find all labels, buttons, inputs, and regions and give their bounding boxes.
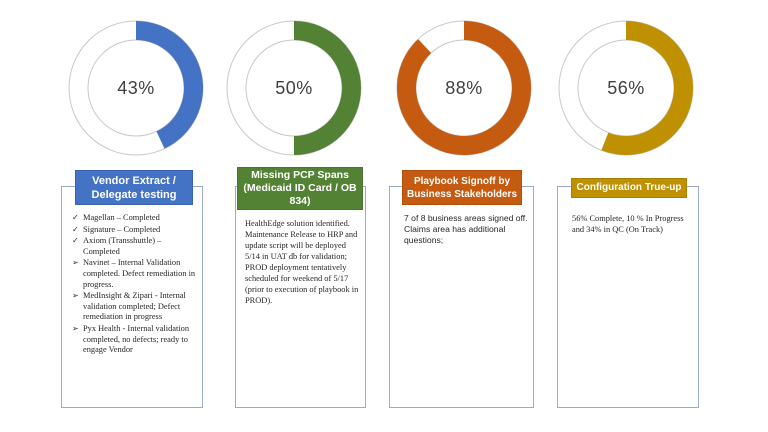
list-item: ➢ Pyx Health - Internal validation comple… [72,324,200,356]
arrow-icon: ➢ [72,323,79,333]
list-item-text: Navinet – Internal Validation completed.… [83,258,196,289]
donut-progress-arc [294,21,361,155]
donut-percent-label: 43% [117,77,155,98]
card-title: Missing PCP Spans (Medicaid ID Card / OB… [243,169,357,207]
arrow-icon: ➢ [72,258,79,268]
progress-donut-playbook: 88% [394,18,534,158]
check-icon: ✓ [72,236,79,246]
card-title: Configuration True-up [576,182,682,193]
list-item: ✓ Axiom (Transshuttle) – Completed [72,236,200,257]
card-title: Playbook Signoff by Business Stakeholder… [406,175,518,200]
card-body-text: 7 of 8 business areas signed off. Claims… [404,213,528,245]
list-item-text: Magellan – Completed [83,213,160,222]
list-item: ✓ Signature – Completed [72,225,200,236]
list-item-text: Pyx Health - Internal validation complet… [83,323,190,355]
list-item-text: Axiom (Transshuttle) – Completed [83,236,162,256]
progress-donut-pcp: 50% [224,18,364,158]
list-item: ➢ Navinet – Internal Validation completed… [72,258,200,290]
card-header-playbook-signoff: Playbook Signoff by Business Stakeholder… [402,170,522,205]
card-body-text: 56% Complete, 10 % In Progress and 34% i… [572,214,684,234]
card-title: Vendor Extract / Delegate testing [91,174,177,201]
donut-percent-label: 56% [607,77,645,98]
card-body-text: HealthEdge solution identified. Maintena… [245,219,359,305]
donut-percent-label: 50% [275,77,313,98]
donut-percent-label: 88% [445,77,483,98]
check-icon: ✓ [72,213,79,222]
card-configuration-true-up [557,186,699,408]
card-header-configuration-true-up: Configuration True-up [571,178,687,198]
check-icon: ✓ [72,224,79,234]
list-item-text: Signature – Completed [83,224,161,234]
vendor-status-list: ✓ Magellan – Completed ✓ Signature – Compl… [72,213,200,357]
progress-donut-vendor: 43% [66,18,206,158]
list-item: ➢ MedInsight & Zipari - Internal validat… [72,291,200,323]
card-vendor-extract [61,186,203,408]
list-item-text: MedInsight & Zipari - Internal validatio… [83,291,186,322]
card-header-missing-pcp-spans: Missing PCP Spans (Medicaid ID Card / OB… [237,167,363,210]
donut-progress-arc [601,21,693,155]
arrow-icon: ➢ [72,291,79,301]
progress-donut-config: 56% [556,18,696,158]
card-missing-pcp-spans [235,186,366,408]
donut-progress-arc [136,21,203,149]
card-header-vendor-extract: Vendor Extract / Delegate testing [75,170,193,205]
list-item: ✓ Magellan – Completed [72,213,200,224]
